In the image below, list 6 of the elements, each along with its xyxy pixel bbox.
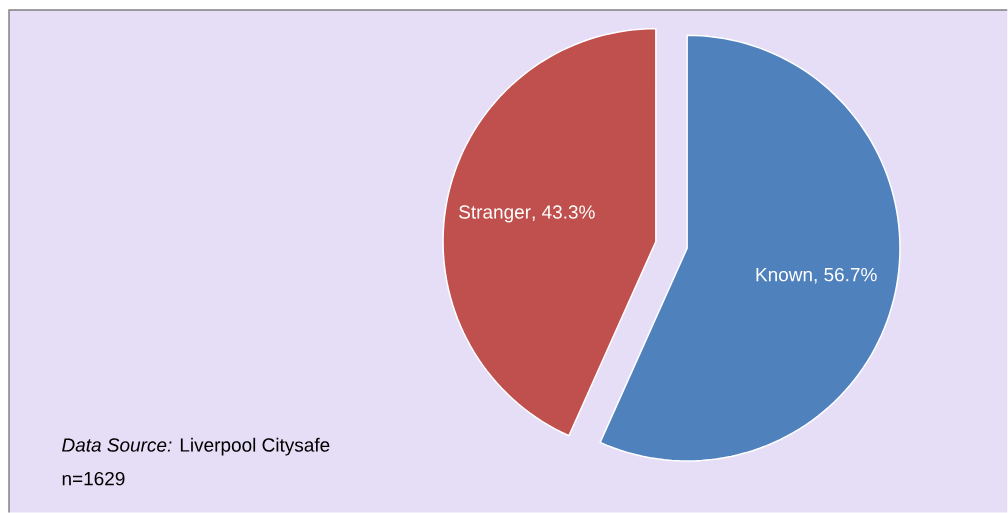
slice-label: Stranger <box>459 205 531 223</box>
slice-label: Known <box>756 267 812 282</box>
data-label: , 56.7% <box>814 267 877 284</box>
text: n=1629 <box>62 471 125 486</box>
data-label: , 43.3% <box>532 205 595 221</box>
text: Data Source: Liverpool Citysafe <box>62 437 330 456</box>
